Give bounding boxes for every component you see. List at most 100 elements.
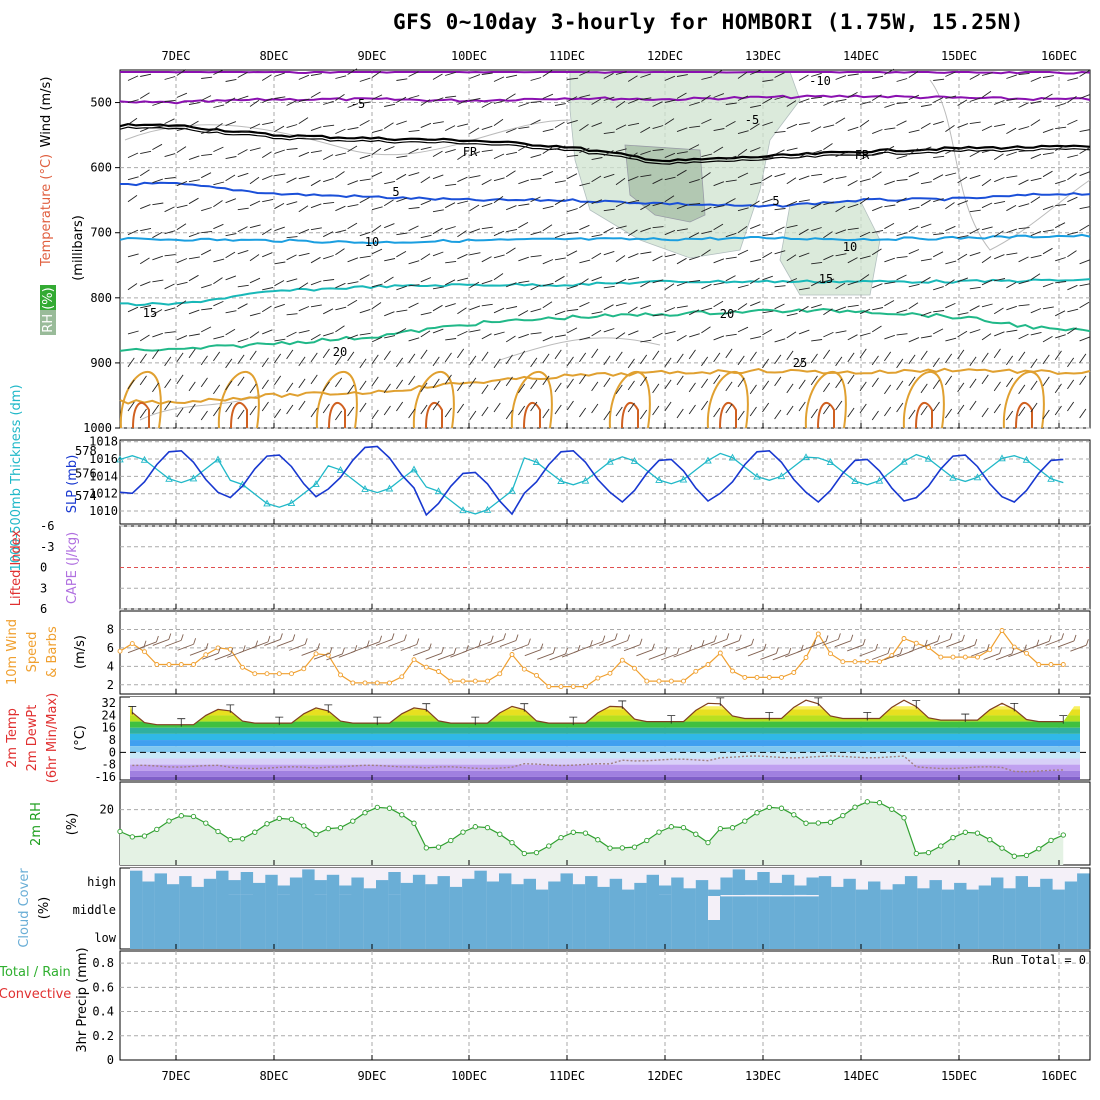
wind-barb [737, 284, 749, 289]
wind-barb [945, 125, 955, 132]
wind-barb [481, 256, 492, 263]
wind-barb [262, 175, 273, 181]
wind-barb [408, 260, 420, 265]
rh-marker [166, 818, 172, 824]
wind-barb [493, 153, 505, 160]
wind-barb [652, 350, 660, 361]
cloud-bar-middle [499, 895, 512, 922]
wind-speed-marker [423, 664, 429, 670]
wind-barb [359, 332, 371, 336]
cloud-bar-middle [302, 895, 315, 922]
wind-barb [432, 227, 443, 235]
wind-barb [871, 410, 879, 421]
wind-barb [371, 302, 382, 310]
wind-barb [1018, 179, 1029, 186]
wind-speed-marker [338, 672, 343, 678]
wind-barb [567, 309, 579, 312]
isotherm-35-loop [230, 402, 248, 429]
wind-barb [1006, 305, 1017, 311]
wind-barb [213, 300, 224, 307]
cloud-bar-low [966, 922, 979, 949]
wind-barb [1079, 224, 1090, 232]
rh-marker [1011, 853, 1017, 859]
wind-barb [298, 205, 309, 213]
wind-barb [1079, 259, 1091, 265]
wind-barb [444, 125, 456, 132]
wind-barb [445, 338, 457, 341]
cloud-bar-low [314, 922, 327, 949]
wind-barb [884, 384, 892, 395]
wind-barb [713, 282, 725, 286]
wind-barb [835, 282, 846, 290]
cloud-bar-low [535, 922, 549, 949]
wind-barb [737, 326, 749, 333]
wind-barb [286, 148, 298, 151]
wind-barb [335, 355, 343, 366]
isotherm-15 [120, 278, 1091, 307]
wind-barb [640, 339, 652, 343]
cloud-bar-high [462, 878, 475, 895]
cloud-bar-middle [376, 895, 389, 922]
wind-barb [383, 276, 394, 284]
wind-barb [969, 400, 977, 411]
surface-wind-barb-flag [602, 635, 606, 642]
wind-barb [993, 153, 1004, 160]
wind-barb [908, 129, 920, 134]
wind-barb [432, 356, 440, 367]
wind-barb [713, 352, 721, 363]
wind-barb [676, 151, 688, 155]
top-date-label: 13DEC [745, 49, 781, 63]
cloud-bar-low [253, 922, 266, 949]
rh-marker [925, 849, 932, 856]
wind-barb [957, 147, 969, 151]
wind-barb [579, 259, 591, 264]
wind-barb [725, 102, 737, 105]
wind-barb [859, 348, 867, 359]
wind-barb [408, 302, 419, 309]
cloud-bar-middle [1015, 895, 1028, 922]
wind-barb [274, 226, 285, 232]
cloud-bar-low [572, 922, 586, 949]
wind-speed-marker [644, 678, 650, 684]
wind-barb [420, 330, 431, 338]
top-date-label: 11DEC [549, 49, 585, 63]
wind-barb [847, 334, 858, 341]
rh-marker [264, 821, 270, 827]
wind-barb [969, 329, 981, 334]
surface-wind-barb [822, 638, 839, 646]
surface-wind-barb [425, 652, 442, 660]
wind-barb [701, 283, 712, 290]
rh-marker [656, 829, 662, 835]
wind-barb [896, 232, 908, 237]
wind-barb [896, 274, 907, 281]
wind-barb [347, 222, 358, 230]
wind-barb [139, 375, 147, 386]
cloud-bar-low [548, 922, 561, 949]
wind-barb [347, 351, 355, 362]
surface-wind-barb-flag [961, 634, 965, 641]
wind-tick-label: 6 [107, 641, 114, 655]
rh-marker [411, 820, 417, 826]
cloud-bar-high [572, 884, 586, 895]
wind-barb [701, 76, 713, 80]
surface-wind-barb [475, 641, 492, 649]
wind-speed-marker [129, 641, 135, 647]
wind-barb [945, 225, 956, 232]
wind-barb [139, 92, 150, 99]
wind-barb [237, 376, 245, 387]
wind-barb [444, 202, 456, 209]
surface-wind-barb-flag [1085, 639, 1089, 646]
wind-barb [201, 129, 212, 135]
cloud-bar-high [671, 877, 684, 896]
wind-barb [347, 127, 359, 131]
surface-wind-barb-flag [155, 635, 159, 643]
wind-barb [201, 153, 213, 157]
wind-barb [1079, 375, 1087, 386]
wind-barb [566, 173, 578, 180]
wind-barb [859, 308, 871, 315]
wind-barb [871, 355, 879, 366]
wind-barb [420, 311, 432, 316]
wind-barb [676, 353, 684, 364]
wind-barb [579, 182, 591, 187]
cloud-bar-middle [511, 895, 524, 922]
